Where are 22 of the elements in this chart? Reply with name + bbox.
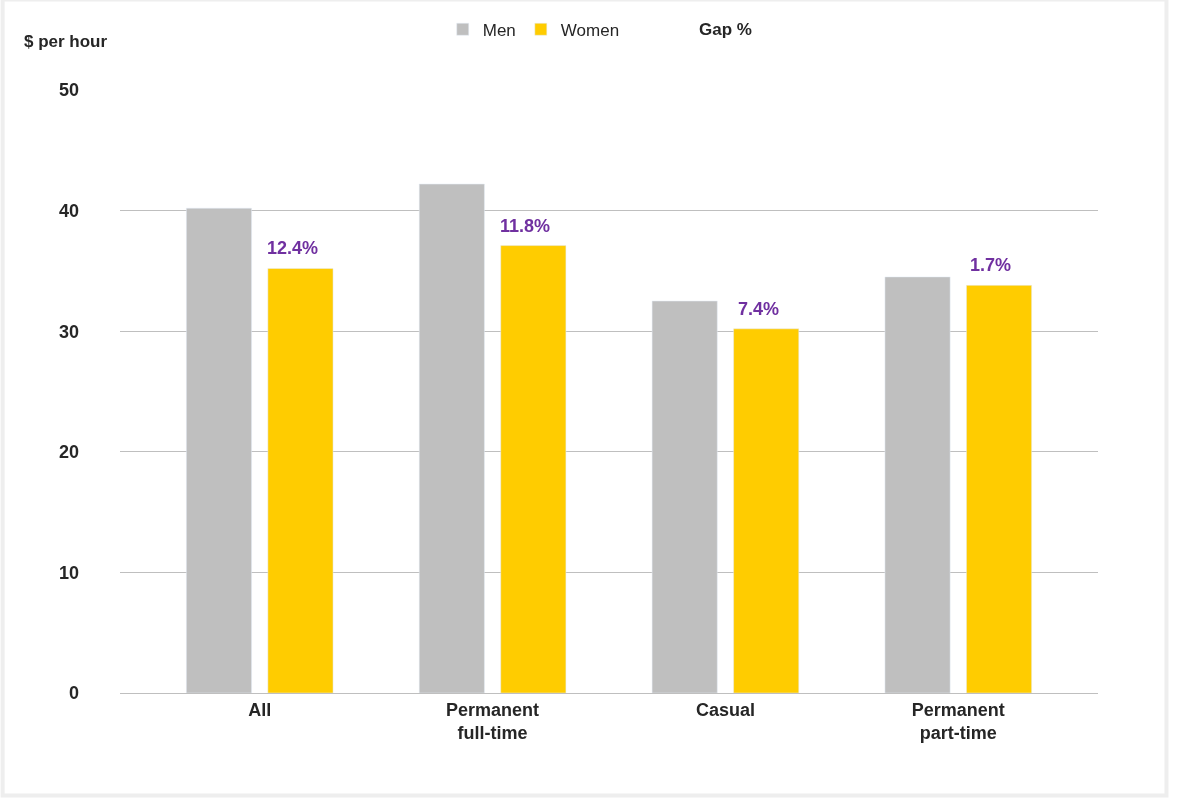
y-tick-label: 20 [58, 442, 79, 463]
y-tick-label: 40 [58, 200, 79, 221]
x-tick-label: Permanent full-time [446, 699, 540, 743]
annotation: 11.8% [500, 216, 551, 236]
bar [500, 245, 567, 693]
annotation: 7.4% [738, 299, 780, 319]
annotation: 12.4% [267, 238, 319, 258]
y-axis-title: $ per hour [24, 32, 108, 51]
x-tick-label: Permanent part-time [911, 699, 1005, 743]
y-tick-label: 10 [58, 562, 79, 583]
bar [966, 285, 1032, 693]
y-tick-label: 50 [58, 80, 79, 101]
legend-label: Women [560, 20, 620, 40]
x-tick-label: Casual [695, 699, 755, 720]
annotation: 1.7% [970, 255, 1012, 275]
x-tick-label: All [248, 699, 272, 720]
bar [267, 268, 334, 693]
legend-label: Men [482, 20, 516, 40]
y-tick-label: 30 [58, 321, 79, 342]
y-tick-label: 0 [68, 683, 79, 704]
bar [733, 328, 800, 693]
text: Gap % [699, 20, 752, 39]
